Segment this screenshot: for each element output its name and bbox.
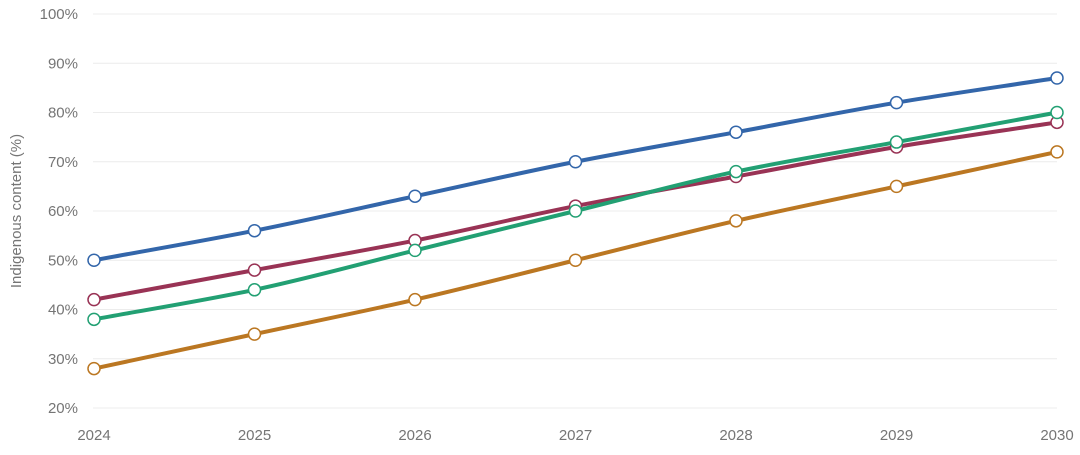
data-point[interactable] (889, 135, 904, 149)
data-point[interactable] (568, 204, 583, 218)
y-tick-label: 100% (40, 6, 78, 23)
data-point[interactable] (1050, 105, 1064, 120)
x-tick-label: 2027 (559, 427, 592, 444)
data-point[interactable] (1050, 145, 1064, 159)
data-point[interactable] (568, 253, 583, 267)
x-tick-label: 2025 (238, 427, 271, 444)
y-tick-label: 90% (48, 55, 78, 72)
data-point[interactable] (889, 95, 904, 110)
data-point[interactable] (889, 179, 904, 194)
data-point[interactable] (1050, 71, 1064, 85)
data-point[interactable] (247, 223, 262, 238)
series-1 (87, 71, 1064, 267)
data-point[interactable] (408, 189, 422, 203)
data-point[interactable] (87, 253, 101, 267)
data-point[interactable] (729, 214, 743, 228)
x-tick-label: 2029 (880, 427, 913, 444)
x-tick-label: 2024 (77, 427, 110, 444)
data-point[interactable] (408, 292, 422, 307)
data-point[interactable] (87, 312, 101, 327)
data-point[interactable] (87, 361, 101, 376)
y-tick-label: 60% (48, 203, 78, 220)
x-tick-label: 2028 (719, 427, 752, 444)
y-tick-label: 40% (48, 302, 78, 319)
series-4 (87, 145, 1064, 376)
y-tick-label: 70% (48, 154, 78, 171)
y-tick-label: 20% (48, 400, 78, 417)
data-point[interactable] (247, 283, 262, 297)
y-axis-ticks: 20% 30% 40% 50% 60% 70% 80% 90% 100% (40, 6, 78, 417)
y-tick-label: 80% (48, 105, 78, 122)
data-point[interactable] (87, 292, 101, 307)
x-axis-ticks: 2024 2025 2026 2027 2028 2029 2030 (77, 427, 1073, 444)
y-tick-label: 30% (48, 351, 78, 368)
data-point[interactable] (408, 243, 422, 258)
data-point[interactable] (247, 263, 262, 277)
data-point[interactable] (729, 125, 743, 139)
series-line (92, 76, 1059, 263)
series-group (87, 71, 1064, 376)
y-tick-label: 50% (48, 252, 78, 269)
data-point[interactable] (729, 164, 743, 179)
x-tick-label: 2026 (398, 427, 431, 444)
data-point[interactable] (247, 327, 262, 341)
y-axis-title: Indigenous content (%) (8, 134, 25, 288)
data-point[interactable] (568, 155, 583, 169)
series-3 (87, 105, 1064, 327)
x-tick-label: 2030 (1040, 427, 1073, 444)
